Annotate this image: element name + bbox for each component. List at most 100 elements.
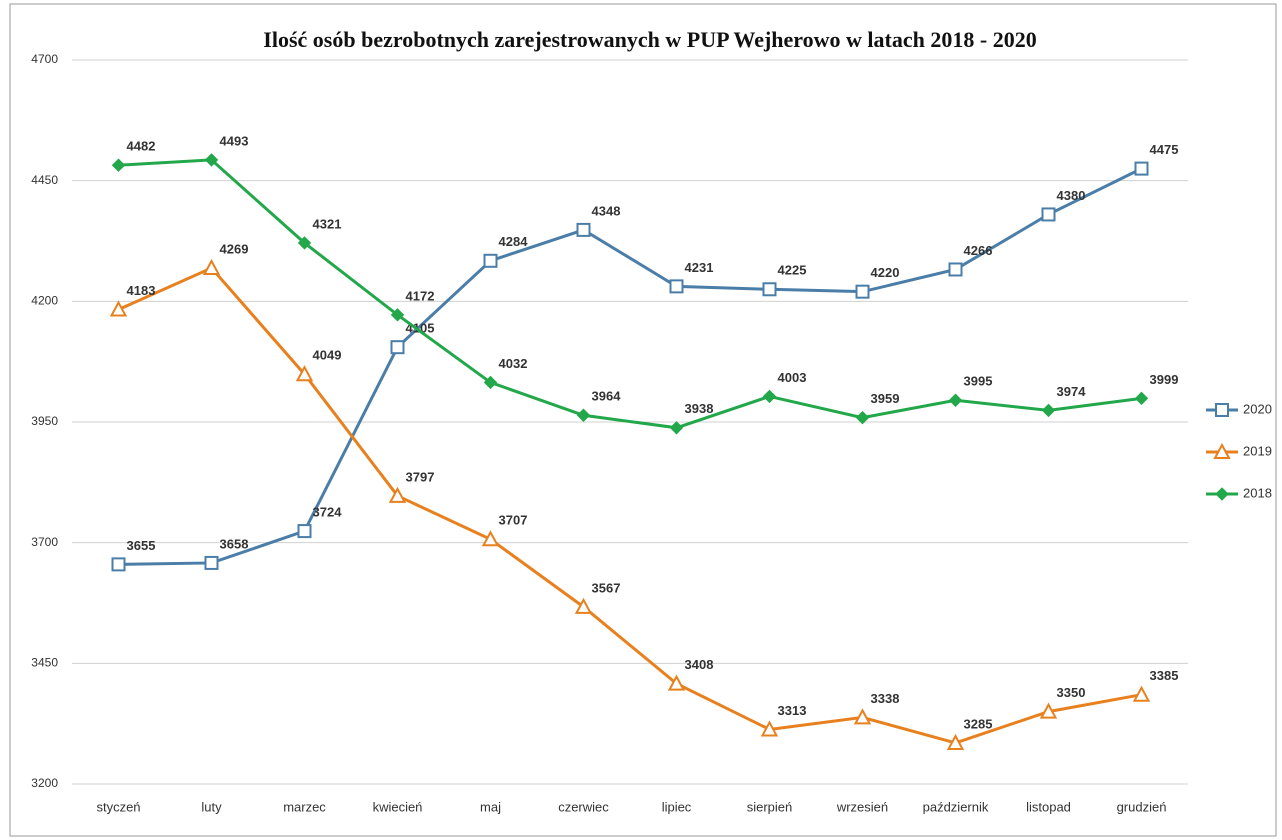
- marker: [1132, 685, 1151, 702]
- data-label: 3313: [778, 703, 807, 718]
- data-label: 4003: [778, 370, 807, 385]
- y-tick-label: 3700: [31, 535, 58, 549]
- marker: [946, 733, 965, 750]
- marker: [1041, 403, 1056, 418]
- marker: [295, 365, 314, 382]
- x-tick-label: czerwiec: [558, 799, 609, 814]
- x-tick-label: luty: [201, 799, 222, 814]
- legend-label: 2018: [1243, 485, 1272, 500]
- series-line: [117, 266, 1142, 745]
- y-tick-label: 4200: [31, 294, 58, 308]
- data-label: 4266: [964, 243, 993, 258]
- data-label: 3995: [964, 374, 993, 389]
- marker: [853, 708, 872, 725]
- marker: [388, 486, 407, 503]
- data-label: 3408: [685, 657, 714, 672]
- y-tick-label: 3950: [31, 414, 58, 428]
- data-label: 3658: [220, 536, 249, 551]
- data-label: 4321: [313, 216, 342, 231]
- data-label: 3707: [499, 513, 528, 528]
- data-label: 3385: [1150, 668, 1179, 683]
- x-tick-label: grudzień: [1117, 799, 1167, 814]
- data-label: 4493: [220, 133, 249, 148]
- data-label: 4482: [127, 139, 156, 154]
- series-line: [118, 167, 1143, 566]
- legend-label: 2020: [1243, 401, 1272, 416]
- x-tick-label: maj: [480, 799, 501, 814]
- data-label: 4183: [127, 283, 156, 298]
- marker: [204, 555, 219, 570]
- x-tick-label: lipiec: [662, 799, 692, 814]
- marker: [948, 393, 963, 407]
- x-tick-label: październik: [923, 799, 989, 814]
- data-label: 3964: [592, 389, 622, 404]
- data-label: 4172: [406, 288, 435, 303]
- marker: [111, 557, 126, 572]
- chart-frame: [9, 3, 1277, 837]
- marker: [576, 222, 591, 237]
- marker: [483, 375, 498, 390]
- data-label: 3338: [871, 691, 900, 706]
- marker: [576, 408, 591, 422]
- marker: [390, 340, 405, 355]
- y-tick-label: 3450: [31, 656, 58, 670]
- data-label: 3724: [313, 505, 343, 520]
- data-label: 3350: [1057, 685, 1086, 700]
- marker: [297, 236, 312, 250]
- x-tick-label: listopad: [1026, 799, 1071, 814]
- marker: [667, 674, 686, 691]
- marker: [1134, 391, 1149, 406]
- legend-label: 2019: [1243, 443, 1272, 458]
- x-tick-label: styczeń: [96, 799, 140, 814]
- data-label: 3999: [1150, 372, 1179, 387]
- marker: [760, 720, 779, 737]
- y-tick-label: 4700: [31, 52, 58, 66]
- legend-marker: [1215, 403, 1229, 417]
- x-tick-label: sierpień: [747, 799, 793, 814]
- chart-title: Ilość osób bezrobotnych zarejestrowanych…: [263, 27, 1036, 52]
- marker: [762, 389, 777, 404]
- data-label: 4380: [1057, 188, 1086, 203]
- marker: [481, 530, 500, 547]
- marker: [1039, 702, 1058, 719]
- data-label: 3797: [406, 469, 435, 484]
- marker: [669, 421, 684, 435]
- data-label: 4220: [871, 265, 900, 280]
- data-label: 4348: [592, 203, 621, 218]
- marker: [762, 282, 777, 297]
- marker: [574, 597, 593, 614]
- data-label: 4049: [313, 348, 342, 363]
- marker: [1134, 161, 1149, 176]
- data-label: 3567: [592, 580, 621, 595]
- marker: [202, 258, 221, 276]
- marker: [669, 279, 684, 294]
- data-label: 4284: [499, 234, 529, 249]
- marker: [297, 524, 312, 539]
- legend-marker: [1213, 442, 1231, 459]
- series-line: [118, 158, 1142, 430]
- marker: [390, 308, 405, 322]
- marker: [483, 253, 498, 268]
- data-label: 3974: [1057, 384, 1087, 399]
- data-label: 4032: [499, 356, 528, 371]
- marker: [1041, 207, 1056, 222]
- x-tick-label: kwiecień: [373, 799, 423, 814]
- marker: [855, 410, 870, 425]
- x-tick-label: marzec: [283, 799, 326, 814]
- y-tick-label: 3200: [31, 776, 58, 790]
- marker: [111, 158, 126, 172]
- legend-marker: [1215, 487, 1229, 501]
- data-label: 3938: [685, 401, 714, 416]
- data-label: 4269: [220, 241, 249, 256]
- data-label: 3959: [871, 391, 900, 406]
- data-label: 3285: [964, 716, 993, 731]
- marker: [855, 284, 870, 299]
- data-label: 4475: [1150, 142, 1179, 157]
- marker: [948, 262, 963, 277]
- y-tick-label: 4450: [31, 173, 58, 187]
- data-label: 4225: [778, 263, 807, 278]
- marker: [204, 153, 219, 167]
- data-label: 3655: [127, 538, 156, 553]
- x-tick-label: wrzesień: [836, 799, 888, 814]
